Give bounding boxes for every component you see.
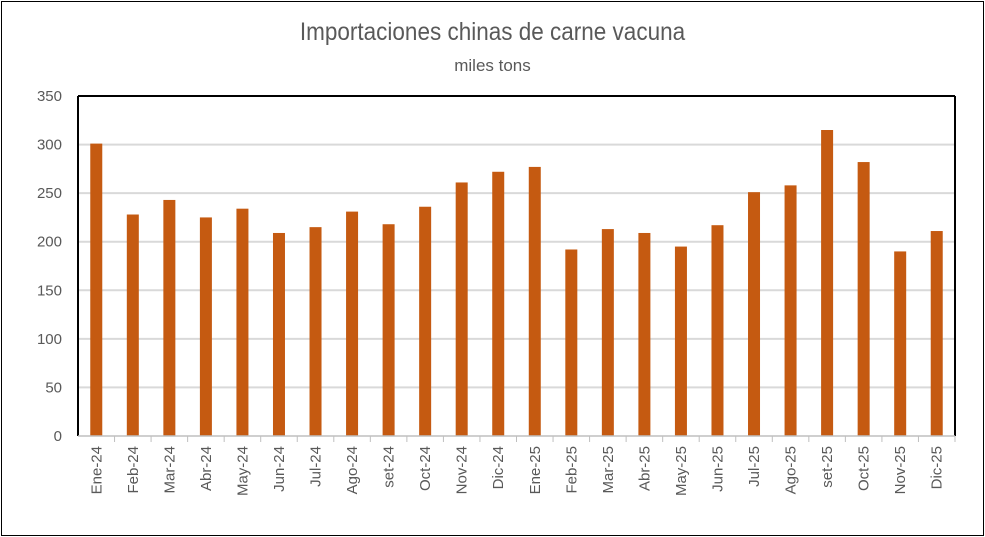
x-tick-label: Oct-24 — [417, 446, 434, 491]
bar — [930, 231, 943, 436]
x-tick-label: Jun-25 — [709, 446, 726, 492]
bar — [346, 211, 359, 436]
x-tick-label: Mar-24 — [161, 446, 178, 494]
bar — [821, 130, 834, 436]
chart-title: Importaciones chinas de carne vacuna — [299, 18, 686, 46]
bar — [455, 182, 468, 436]
x-tick-label: Nov-24 — [454, 446, 471, 494]
bar — [711, 225, 724, 436]
bar — [163, 199, 176, 436]
y-tick-label: 0 — [54, 428, 62, 445]
x-tick-label: Mar-25 — [600, 446, 617, 494]
x-tick-label: set-24 — [381, 446, 398, 488]
x-tick-label: May-25 — [673, 446, 690, 496]
x-tick-label: Feb-24 — [125, 446, 142, 494]
x-tick-label: Oct-25 — [856, 446, 873, 491]
bar — [90, 143, 103, 436]
bar — [528, 166, 541, 436]
y-tick-label: 350 — [37, 88, 62, 105]
y-tick-label: 200 — [37, 234, 62, 251]
x-tick-label: Nov-25 — [892, 446, 909, 494]
bar — [236, 208, 249, 436]
bar — [199, 217, 212, 436]
x-tick-label: Jul-25 — [746, 446, 763, 487]
x-tick-label: Feb-25 — [563, 446, 580, 494]
bar — [382, 224, 395, 436]
x-tick-label: set-25 — [819, 446, 836, 488]
x-tick-label: Jun-24 — [271, 446, 288, 492]
y-tick-label: 300 — [37, 137, 62, 154]
bar — [419, 206, 432, 436]
x-tick-label: Ene-24 — [88, 446, 105, 494]
y-tick-label: 150 — [37, 282, 62, 299]
y-tick-label: 250 — [37, 185, 62, 202]
bar — [674, 246, 687, 436]
x-tick-label: Abr-24 — [198, 446, 215, 491]
bar — [601, 229, 614, 436]
y-tick-label: 100 — [37, 331, 62, 348]
bar — [565, 249, 578, 436]
bar — [638, 232, 651, 436]
bar — [492, 171, 505, 436]
bar — [784, 185, 797, 436]
bar — [857, 162, 870, 437]
chart-subtitle: miles tons — [454, 56, 531, 75]
x-tick-label: Jul-24 — [308, 446, 325, 487]
bar — [894, 251, 907, 436]
x-tick-label: May-24 — [234, 446, 251, 496]
x-tick-label: Ene-25 — [527, 446, 544, 494]
bar — [272, 232, 285, 436]
x-tick-label: Dic-24 — [490, 446, 507, 489]
x-tick-label: Abr-25 — [636, 446, 653, 491]
x-tick-label: Ago-25 — [783, 446, 800, 494]
bar — [126, 214, 139, 436]
x-tick-label: Dic-25 — [929, 446, 946, 489]
bar — [309, 227, 322, 436]
y-tick-label: 50 — [45, 379, 62, 396]
bar — [748, 192, 761, 436]
x-tick-label: Ago-24 — [344, 446, 361, 494]
